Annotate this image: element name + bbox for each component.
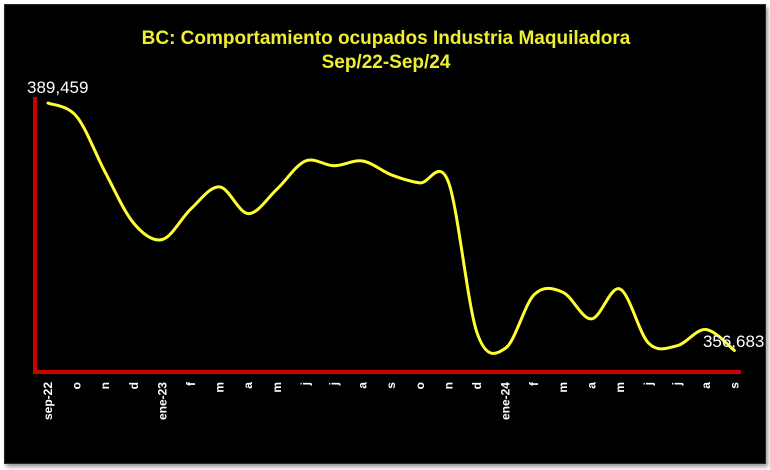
x-tick-label: f	[527, 381, 541, 386]
x-tick-label: n	[98, 382, 112, 389]
x-tick-label: m	[213, 382, 227, 393]
x-tick-label: o	[413, 382, 427, 389]
x-tick-label: a	[241, 382, 255, 389]
x-tick-label: s	[384, 382, 398, 389]
x-tick-label: m	[613, 382, 627, 393]
x-tick-label: j	[298, 382, 312, 386]
x-tick-label: ene-24	[499, 382, 513, 420]
data-label: 389,459	[27, 78, 88, 97]
chart-subtitle: Sep/22-Sep/24	[322, 52, 451, 73]
x-tick-label: ene-23	[155, 382, 169, 420]
x-tick-label: j	[670, 382, 684, 386]
series-line	[46, 101, 736, 355]
x-tick-label: m	[270, 382, 284, 393]
chart-area: BC: Comportamiento ocupados Industria Ma…	[4, 4, 766, 464]
x-tick-label: j	[327, 382, 341, 386]
chart-title: BC: Comportamiento ocupados Industria Ma…	[142, 28, 631, 49]
x-tick-label: a	[584, 382, 598, 389]
data-labels: 389,459 356,683	[27, 78, 764, 351]
x-tick-label: a	[699, 382, 713, 389]
line-chart: BC: Comportamiento ocupados Industria Ma…	[27, 28, 764, 420]
x-axis-ticks: sep-22 o n d ene-23 f m a m j j a s o n d ene-24 f m a m j j a s	[41, 381, 741, 420]
x-tick-label: d	[470, 382, 484, 389]
x-tick-label: m	[556, 382, 570, 393]
x-tick-label: d	[127, 382, 141, 389]
x-tick-label: sep-22	[41, 382, 55, 420]
x-tick-label: a	[356, 382, 370, 389]
y-axis-line	[33, 97, 37, 374]
data-label: 356,683	[703, 332, 764, 351]
x-tick-label: j	[642, 382, 656, 386]
x-tick-label: f	[184, 381, 198, 386]
x-tick-label: s	[727, 382, 741, 389]
x-tick-label: n	[441, 382, 455, 389]
x-axis-line	[33, 370, 741, 374]
x-tick-label: o	[70, 382, 84, 389]
